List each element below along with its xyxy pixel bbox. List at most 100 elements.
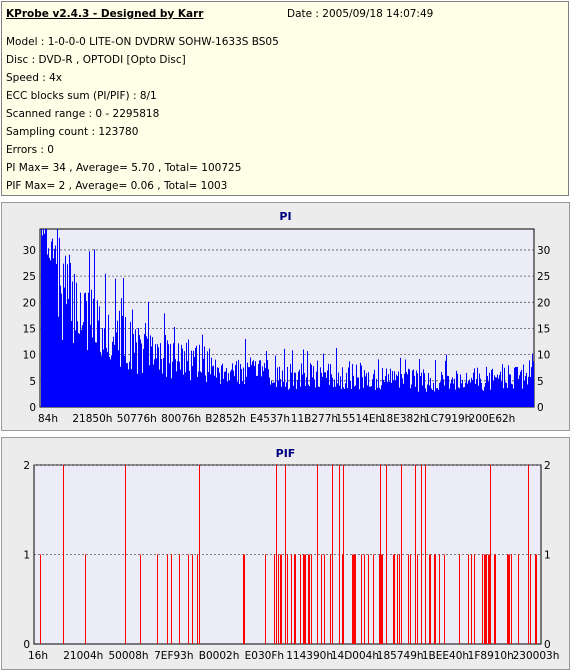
pi-bar <box>311 364 312 407</box>
pi-bar <box>524 380 525 407</box>
pi-bar <box>468 380 469 407</box>
pi-bar <box>365 376 366 407</box>
pif-bar <box>386 465 387 644</box>
pi-bar <box>325 372 326 407</box>
pi-bar <box>290 363 291 407</box>
pif-bar <box>468 554 469 644</box>
pi-bar <box>386 368 387 407</box>
pif-bar <box>140 554 141 644</box>
pi-bar <box>171 378 172 407</box>
pi-bar <box>301 363 302 407</box>
pi-bar <box>515 367 516 407</box>
pi-bar <box>156 358 157 407</box>
pi-bar <box>529 360 530 407</box>
pi-bar <box>398 371 399 407</box>
pif-x-tick-label: 50008h <box>109 650 149 662</box>
pif-bar <box>471 554 472 644</box>
pi-bar <box>475 383 476 407</box>
pif-y-tick-left: 2 <box>23 460 30 472</box>
pi-bar <box>65 255 66 407</box>
pi-bar <box>155 344 156 407</box>
pif-bar <box>352 554 353 644</box>
pi-bar <box>263 371 264 407</box>
pi-bar <box>42 235 43 407</box>
pif-x-tick-label: 230003h <box>513 650 560 662</box>
pi-bar <box>72 281 73 407</box>
pif-bar <box>530 554 531 644</box>
pi-y-tick-left: 30 <box>23 245 36 257</box>
pi-bar <box>143 348 144 407</box>
pi-bar <box>295 372 296 407</box>
pi-bar <box>396 374 397 407</box>
pi-bar <box>270 384 271 407</box>
pif-bar <box>435 554 436 644</box>
pif-bar <box>379 554 380 644</box>
pi-bar <box>43 229 44 407</box>
pi-bar <box>353 375 354 407</box>
info-errors: Errors : 0 <box>6 144 54 156</box>
pi-y-tick-right: 0 <box>537 402 544 414</box>
pif-bar <box>536 554 537 644</box>
pi-bar <box>284 348 285 407</box>
pi-bar <box>342 367 343 407</box>
pi-bar <box>112 341 113 407</box>
pi-bar <box>343 387 344 407</box>
pi-bar <box>282 370 283 407</box>
pi-bar <box>74 273 75 407</box>
pi-bar <box>471 377 472 407</box>
pif-y-tick-right: 2 <box>544 460 551 472</box>
pi-bar <box>280 379 281 407</box>
pi-bar <box>237 381 238 407</box>
pi-bar <box>148 301 149 407</box>
pif-bar <box>494 554 495 644</box>
pi-y-tick-right: 5 <box>537 376 544 388</box>
pi-y-tick-left: 5 <box>29 376 36 388</box>
pi-bar <box>62 339 63 407</box>
pi-bar <box>453 383 454 407</box>
pi-bar <box>484 386 485 407</box>
pi-bar <box>212 366 213 407</box>
pi-bar <box>107 351 108 407</box>
pi-bar <box>279 366 280 407</box>
pi-bar <box>503 388 504 407</box>
pi-bar <box>57 229 58 407</box>
pi-bar <box>189 370 190 407</box>
pi-bar <box>368 372 369 407</box>
pi-bar <box>491 370 492 407</box>
pi-bar <box>440 381 441 407</box>
pif-bar <box>488 554 489 644</box>
pi-bar <box>296 388 297 407</box>
pi-bar <box>526 372 527 407</box>
pi-bar <box>483 390 484 407</box>
pi-bar <box>242 381 243 407</box>
pi-bar <box>275 355 276 407</box>
pi-bar <box>243 367 244 407</box>
pi-bar <box>116 332 117 407</box>
pi-bar <box>98 320 99 407</box>
pi-bar <box>239 383 240 407</box>
pi-bar <box>300 386 301 407</box>
pif-bar <box>507 554 508 644</box>
pif-bar <box>495 554 496 644</box>
pi-bar <box>408 368 409 407</box>
pi-y-tick-right: 25 <box>537 271 550 283</box>
pi-bar <box>230 371 231 407</box>
pi-bar <box>60 285 61 407</box>
pi-bar <box>187 361 188 407</box>
pi-bar <box>498 378 499 407</box>
pi-bar <box>172 361 173 407</box>
pi-bar <box>466 373 467 407</box>
pi-bar <box>101 355 102 407</box>
pi-bar <box>493 380 494 407</box>
pi-bar <box>268 369 269 407</box>
pi-bar <box>259 360 260 407</box>
pi-bar <box>252 361 253 407</box>
pi-bar <box>218 367 219 407</box>
pi-bar <box>231 369 232 407</box>
pi-bar <box>104 328 105 407</box>
pi-bar <box>422 385 423 407</box>
pi-bar <box>355 385 356 407</box>
pif-bar <box>408 554 409 644</box>
pi-bar <box>222 363 223 407</box>
pif-bar <box>430 554 431 644</box>
